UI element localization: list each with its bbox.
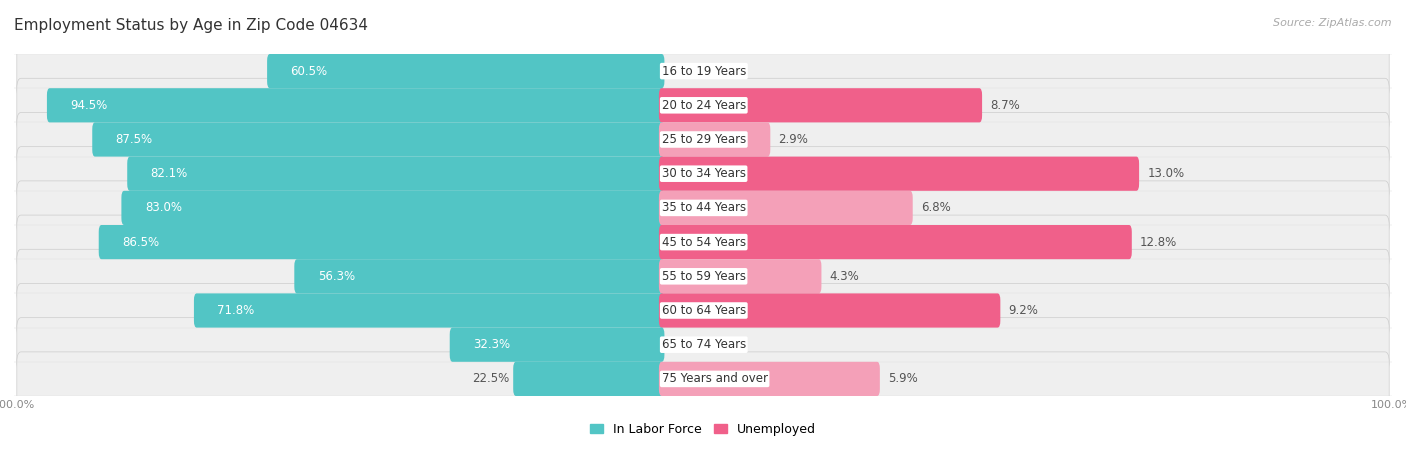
Text: 60.5%: 60.5% (291, 65, 328, 77)
FancyBboxPatch shape (17, 181, 1389, 235)
Text: 4.3%: 4.3% (830, 270, 859, 283)
Text: 32.3%: 32.3% (474, 338, 510, 351)
FancyBboxPatch shape (294, 259, 665, 293)
Text: 2.9%: 2.9% (779, 133, 808, 146)
Text: 60 to 64 Years: 60 to 64 Years (662, 304, 747, 317)
FancyBboxPatch shape (17, 215, 1389, 269)
Text: 12.8%: 12.8% (1140, 236, 1177, 248)
FancyBboxPatch shape (17, 352, 1389, 406)
FancyBboxPatch shape (194, 293, 665, 328)
Legend: In Labor Force, Unemployed: In Labor Force, Unemployed (585, 418, 821, 441)
FancyBboxPatch shape (17, 249, 1389, 303)
Text: 30 to 34 Years: 30 to 34 Years (662, 167, 745, 180)
Text: 56.3%: 56.3% (318, 270, 354, 283)
Text: 13.0%: 13.0% (1147, 167, 1184, 180)
Text: 16 to 19 Years: 16 to 19 Years (662, 65, 747, 77)
Text: 82.1%: 82.1% (150, 167, 188, 180)
FancyBboxPatch shape (17, 44, 1389, 98)
Text: 20 to 24 Years: 20 to 24 Years (662, 99, 747, 112)
FancyBboxPatch shape (659, 293, 1000, 328)
Text: 71.8%: 71.8% (218, 304, 254, 317)
Text: 6.8%: 6.8% (921, 202, 950, 214)
FancyBboxPatch shape (17, 112, 1389, 166)
FancyBboxPatch shape (17, 318, 1389, 372)
FancyBboxPatch shape (659, 259, 821, 293)
FancyBboxPatch shape (513, 362, 665, 396)
Text: 45 to 54 Years: 45 to 54 Years (662, 236, 745, 248)
FancyBboxPatch shape (46, 88, 665, 122)
Text: 25 to 29 Years: 25 to 29 Years (662, 133, 747, 146)
FancyBboxPatch shape (659, 88, 981, 122)
Text: 8.7%: 8.7% (990, 99, 1021, 112)
Text: Employment Status by Age in Zip Code 04634: Employment Status by Age in Zip Code 046… (14, 18, 368, 33)
FancyBboxPatch shape (450, 328, 665, 362)
Text: 55 to 59 Years: 55 to 59 Years (662, 270, 745, 283)
FancyBboxPatch shape (267, 54, 665, 88)
FancyBboxPatch shape (659, 191, 912, 225)
FancyBboxPatch shape (127, 157, 665, 191)
Text: 0.0%: 0.0% (672, 65, 703, 77)
Text: 5.9%: 5.9% (889, 373, 918, 385)
Text: 0.0%: 0.0% (672, 338, 703, 351)
Text: 94.5%: 94.5% (70, 99, 108, 112)
FancyBboxPatch shape (659, 225, 1132, 259)
FancyBboxPatch shape (659, 362, 880, 396)
FancyBboxPatch shape (17, 284, 1389, 338)
Text: Source: ZipAtlas.com: Source: ZipAtlas.com (1274, 18, 1392, 28)
Text: 86.5%: 86.5% (122, 236, 159, 248)
Text: 87.5%: 87.5% (115, 133, 153, 146)
FancyBboxPatch shape (98, 225, 665, 259)
FancyBboxPatch shape (93, 122, 665, 157)
FancyBboxPatch shape (659, 157, 1139, 191)
FancyBboxPatch shape (17, 147, 1389, 201)
Text: 35 to 44 Years: 35 to 44 Years (662, 202, 745, 214)
Text: 75 Years and over: 75 Years and over (662, 373, 768, 385)
Text: 22.5%: 22.5% (472, 373, 509, 385)
FancyBboxPatch shape (659, 122, 770, 157)
FancyBboxPatch shape (17, 78, 1389, 132)
Text: 9.2%: 9.2% (1008, 304, 1039, 317)
Text: 65 to 74 Years: 65 to 74 Years (662, 338, 747, 351)
Text: 83.0%: 83.0% (145, 202, 181, 214)
FancyBboxPatch shape (121, 191, 665, 225)
